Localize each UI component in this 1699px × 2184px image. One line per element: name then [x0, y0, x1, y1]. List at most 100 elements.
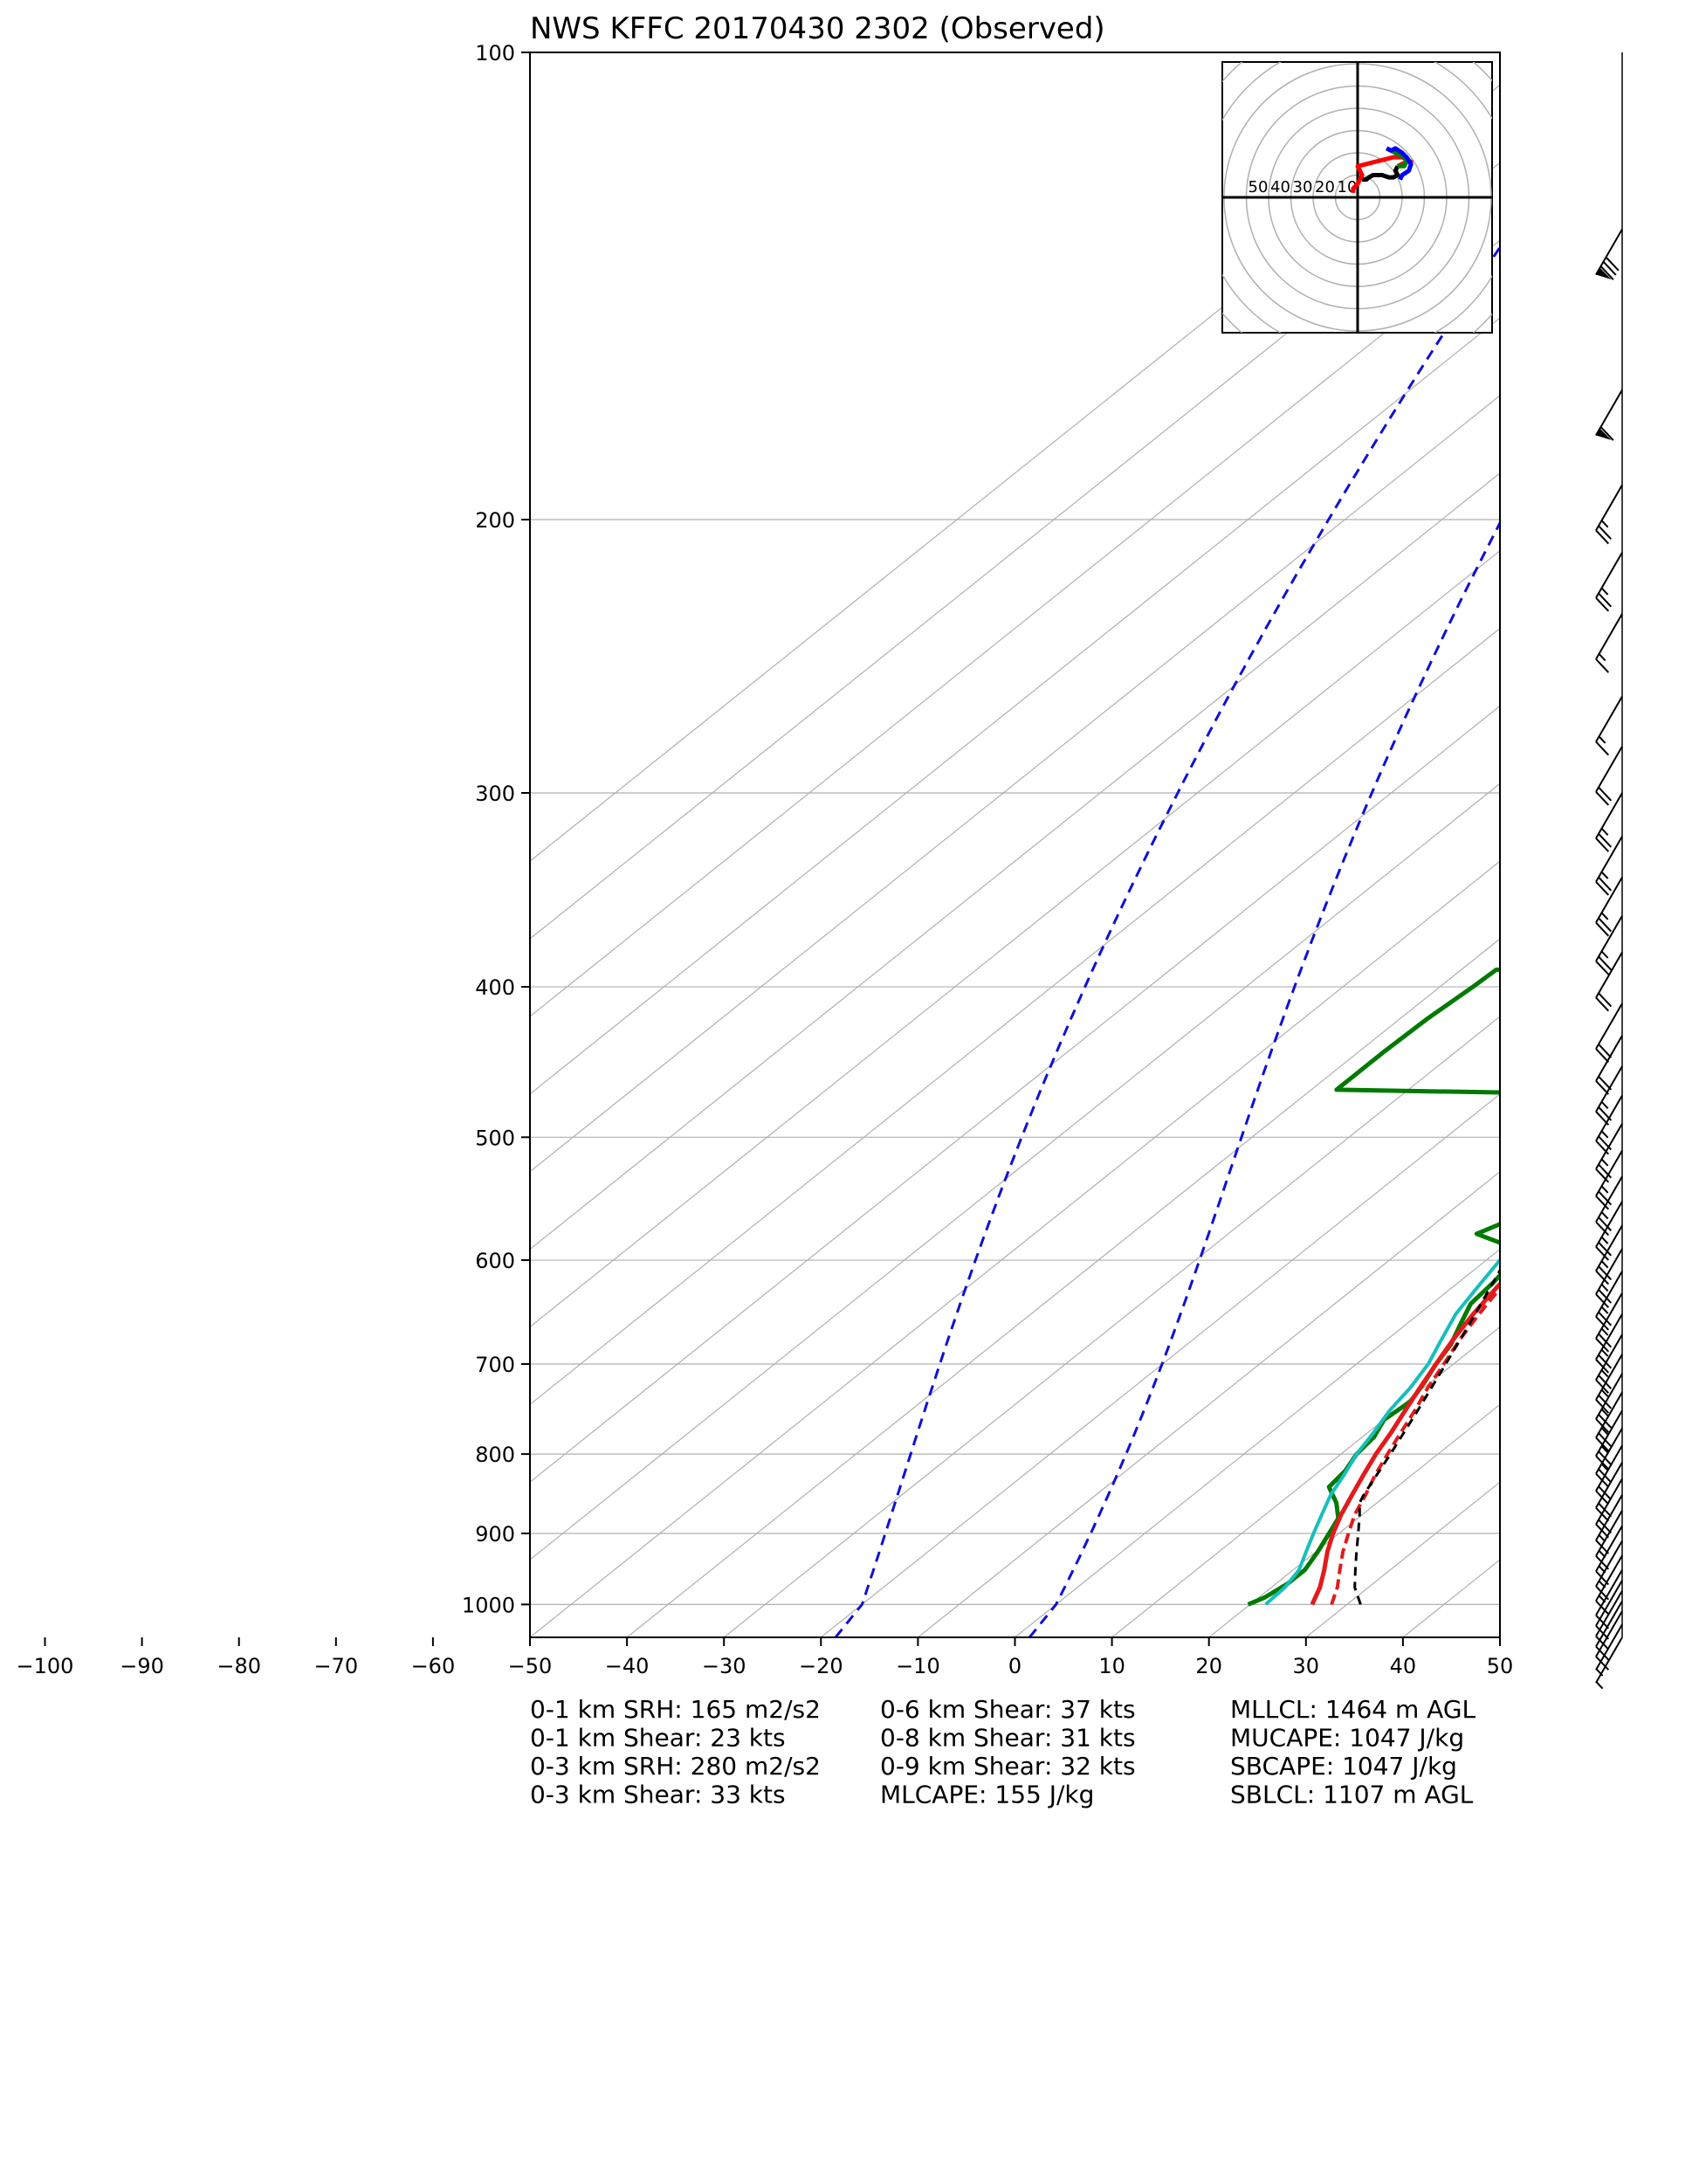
isotherm — [820, 1093, 1500, 1637]
barb-half — [1598, 735, 1606, 744]
barb-full — [1595, 1168, 1610, 1183]
barb-flag — [1596, 267, 1612, 279]
barb-full — [1595, 596, 1610, 612]
isotherm — [530, 860, 1500, 1637]
moist-adiabat-0 — [1028, 520, 1500, 1637]
barb-staff — [1595, 1035, 1623, 1082]
barb-staff — [1595, 746, 1623, 793]
x-tick-label: −80 — [217, 1654, 261, 1678]
barb-flag — [1596, 428, 1612, 440]
barb-staff — [1595, 1409, 1623, 1457]
wind-barb — [1595, 1271, 1623, 1331]
barb-half — [1600, 587, 1609, 596]
barb-staff — [1595, 1601, 1623, 1647]
wind-barb — [1595, 952, 1623, 1012]
wind-barb — [1595, 1636, 1623, 1690]
barb-staff — [1595, 1580, 1623, 1627]
barb-full — [1595, 881, 1610, 896]
barb-full — [1595, 1293, 1610, 1308]
barb-half — [1600, 950, 1609, 959]
barb-half — [1600, 1211, 1609, 1220]
barb-half — [1600, 1463, 1609, 1471]
y-tick-label: 500 — [475, 1126, 515, 1150]
x-tick-label: 50 — [1487, 1654, 1514, 1678]
index-col3-3: SBLCL: 1107 m AGL — [1230, 1781, 1474, 1809]
x-tick-label: −70 — [313, 1654, 358, 1678]
wind-barb — [1595, 836, 1623, 896]
wind-barb — [1595, 1333, 1623, 1395]
barb-staff — [1595, 1569, 1623, 1616]
barb-staff — [1595, 484, 1623, 531]
barb-full — [1595, 1270, 1610, 1285]
indices-panel: 0-1 km SRH: 165 m2/s20-1 km Shear: 23 kt… — [530, 1695, 1476, 1809]
barb-staff — [1595, 1525, 1623, 1572]
hodograph-ring-label: 30 — [1293, 178, 1313, 196]
barb-staff — [1595, 1271, 1623, 1318]
barb-staff — [1595, 1444, 1623, 1492]
barb-half — [1600, 1260, 1609, 1269]
wind-barb — [1595, 1510, 1623, 1570]
index-col1-2: 0-3 km SRH: 280 m2/s2 — [530, 1752, 821, 1781]
wind-barb — [1595, 1095, 1623, 1155]
x-tick-label: −10 — [896, 1654, 940, 1678]
index-col2-3: MLCAPE: 155 J/kg — [880, 1781, 1094, 1809]
barb-staff — [1595, 1554, 1623, 1602]
hodograph-trace — [1386, 146, 1414, 181]
hodograph-body: 50 40 30 20 10 — [1222, 62, 1492, 333]
barb-full — [1598, 1241, 1613, 1257]
isotherm — [530, 395, 1500, 1173]
wind-barbs — [1595, 52, 1623, 1690]
wind-barb — [1595, 1601, 1623, 1661]
y-tick-label: 800 — [475, 1443, 515, 1467]
barb-full — [1595, 1246, 1610, 1261]
barb-staff — [1595, 1201, 1623, 1248]
wind-barb — [1595, 1354, 1623, 1414]
barb-full — [1595, 1379, 1610, 1395]
y-tick-label: 400 — [475, 975, 515, 1000]
isotherm — [918, 1170, 1500, 1637]
barb-full — [1595, 791, 1610, 806]
barb-staff — [1595, 915, 1623, 962]
x-tick-label: −20 — [799, 1654, 843, 1678]
wind-barb — [1595, 613, 1623, 673]
hodograph-ring-label: 40 — [1270, 178, 1290, 196]
barb-half — [1600, 828, 1609, 836]
wind-barb — [1595, 1590, 1623, 1650]
barb-staff — [1595, 389, 1623, 436]
barb-half — [1600, 1158, 1609, 1167]
index-col1-0: 0-1 km SRH: 165 m2/s2 — [530, 1695, 821, 1724]
barb-full — [1595, 741, 1610, 756]
y-tick-label: 900 — [475, 1522, 515, 1547]
barb-staff — [1595, 552, 1623, 599]
index-col2-1: 0-8 km Shear: 31 kts — [880, 1724, 1136, 1753]
barb-full — [1598, 1216, 1613, 1231]
isotherm — [530, 782, 1500, 1560]
barb-full — [1598, 876, 1613, 892]
wind-barb — [1595, 1224, 1623, 1285]
barb-staff — [1595, 613, 1623, 660]
y-tick-label: 600 — [475, 1249, 515, 1273]
x-tick-label: 0 — [1008, 1654, 1021, 1678]
barb-staff — [1595, 952, 1623, 998]
hodograph-trace — [1362, 165, 1400, 183]
isotherm — [530, 317, 1500, 1095]
x-tick-label: 20 — [1195, 1654, 1222, 1678]
barb-full — [1595, 1555, 1610, 1570]
barb-full — [1595, 658, 1610, 673]
barb-full — [1595, 1195, 1610, 1210]
isotherm — [530, 705, 1500, 1484]
isotherm — [1499, 1636, 1500, 1637]
barb-half — [1600, 1388, 1609, 1397]
barb-half — [1600, 1445, 1609, 1454]
barb-staff — [1595, 1150, 1623, 1197]
barb-staff — [1595, 1540, 1623, 1587]
barb-full — [1598, 1354, 1613, 1369]
barb-full — [1595, 1048, 1610, 1063]
barb-full — [1598, 1163, 1613, 1179]
moist-adiabats — [834, 245, 1500, 1637]
barb-full — [1595, 1645, 1610, 1661]
x-tick-label: −60 — [411, 1654, 456, 1678]
barb-staff — [1595, 792, 1623, 839]
barb-full — [1598, 1333, 1613, 1348]
